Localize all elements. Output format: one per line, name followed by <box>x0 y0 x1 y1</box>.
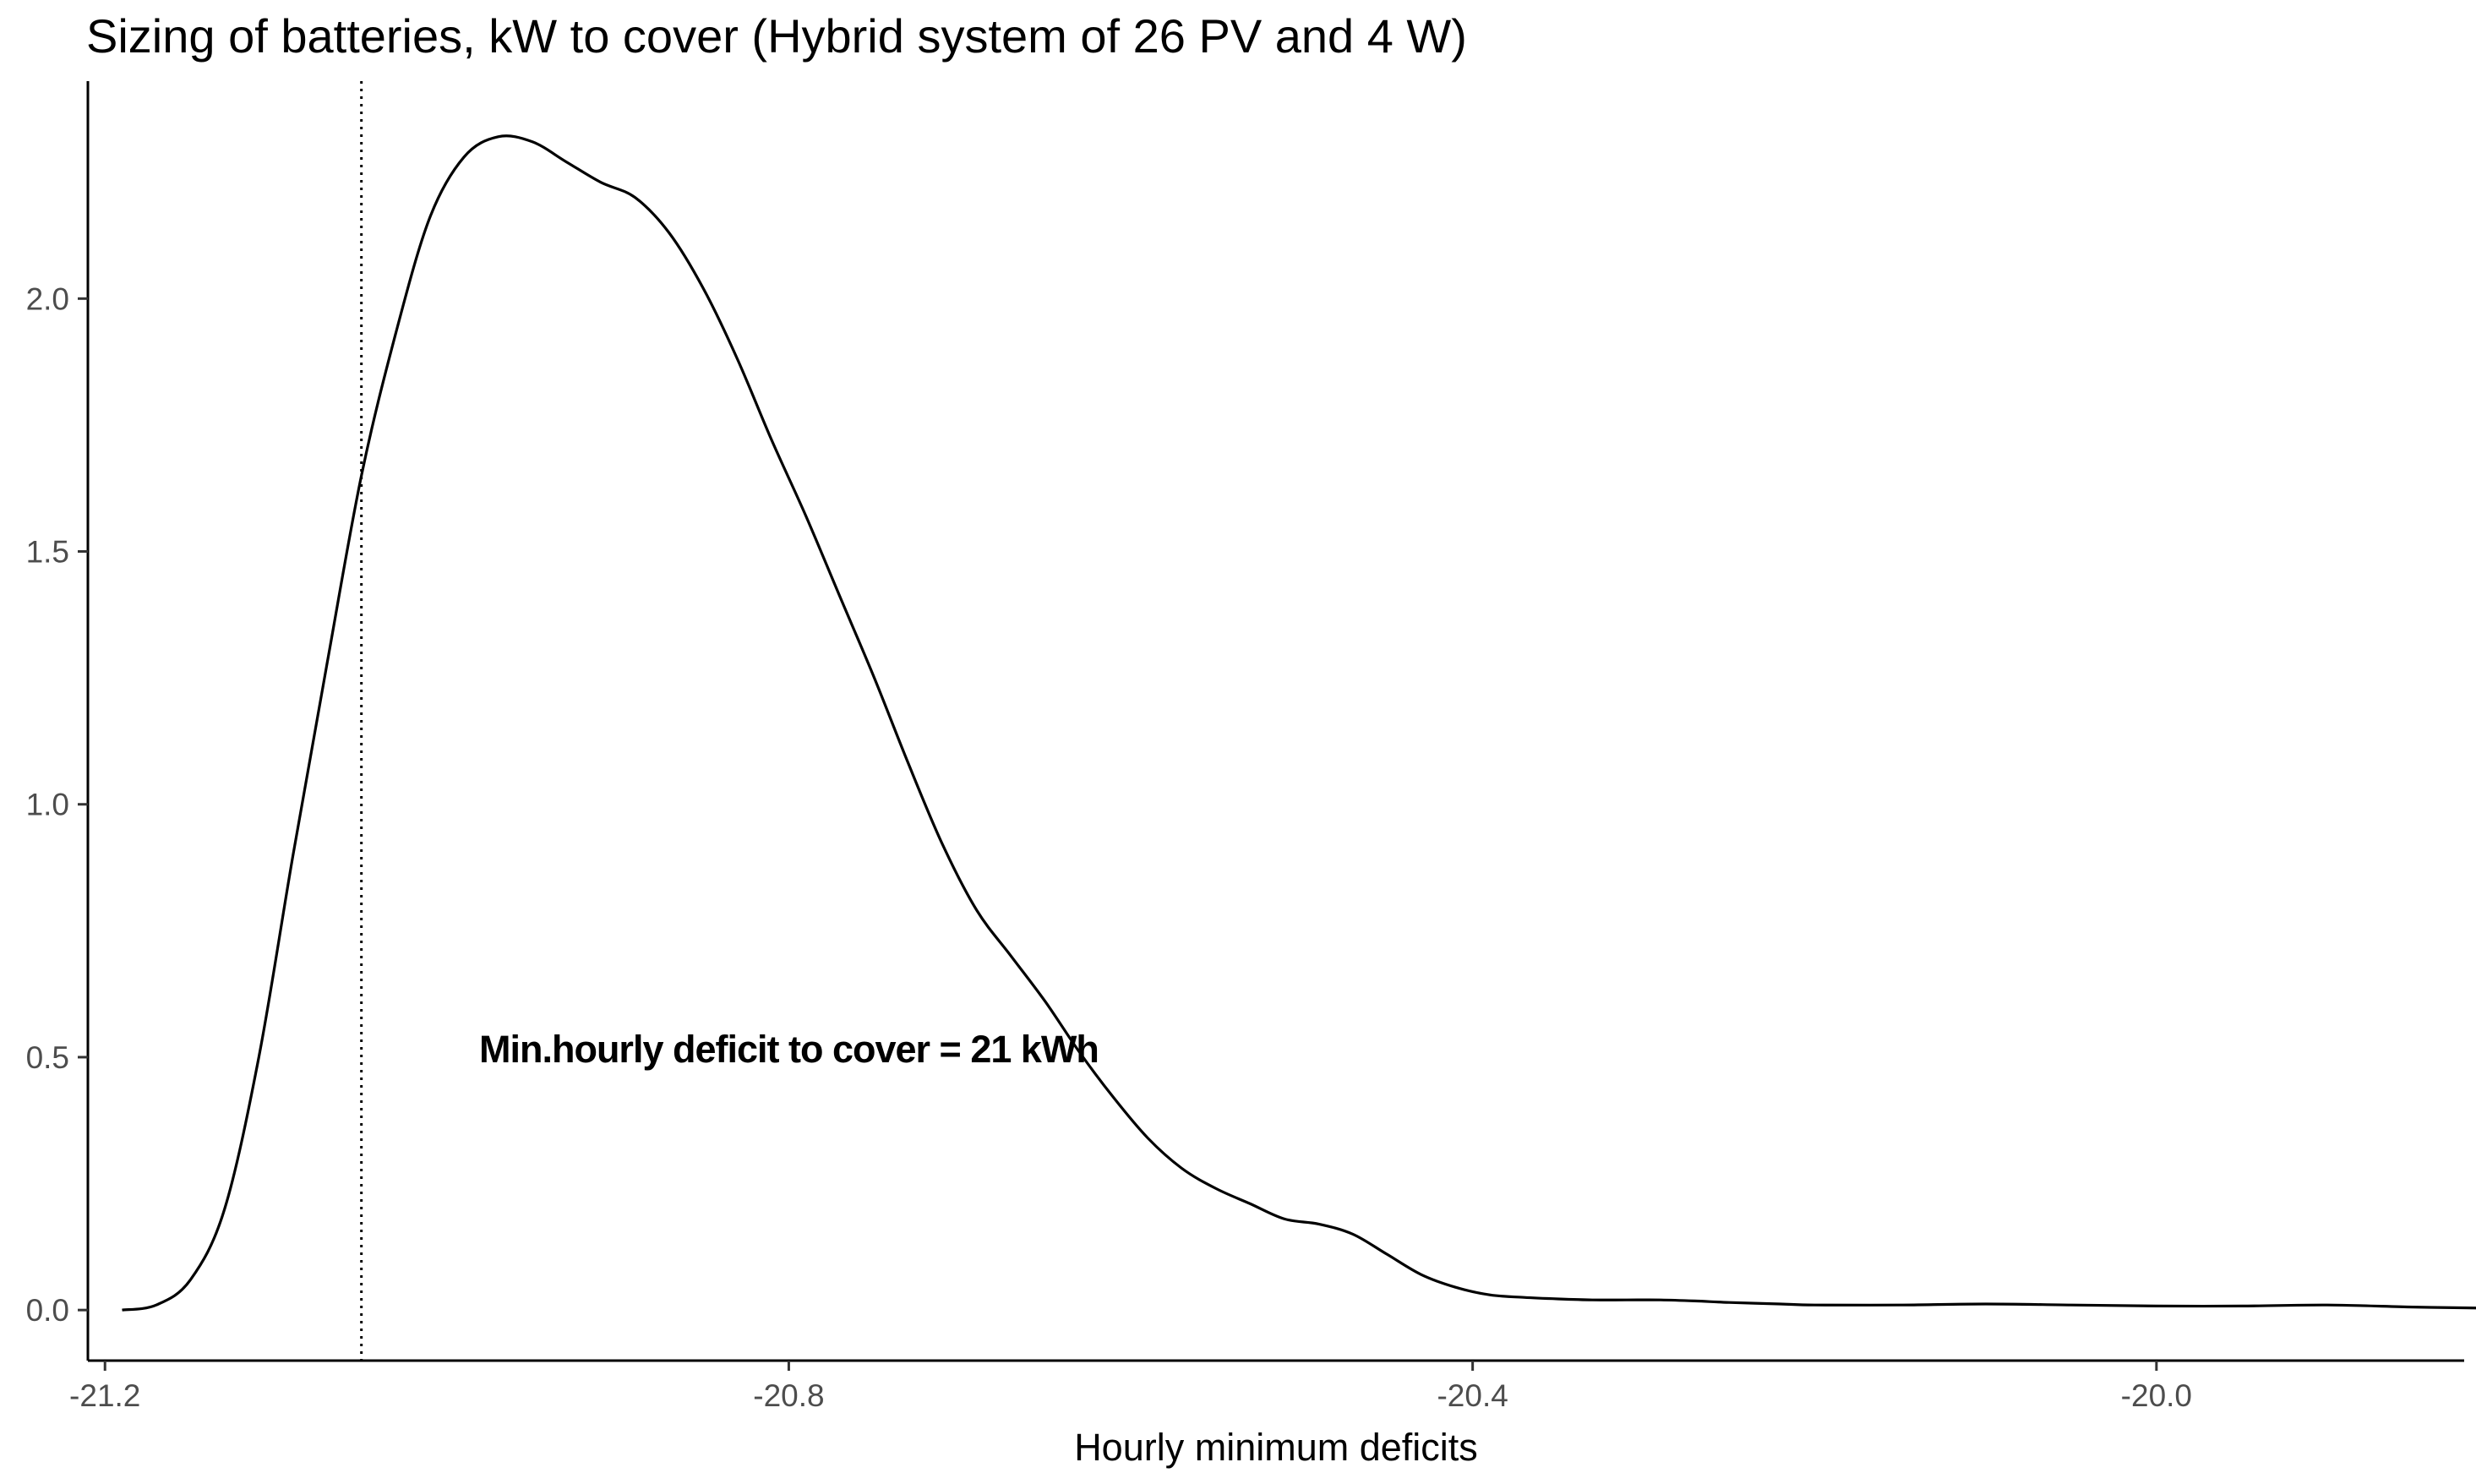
vline-annotation: Min.hourly deficit to cover = 21 kWh <box>479 1028 1099 1071</box>
y-tick-label: 0.0 <box>26 1293 69 1328</box>
x-tick-label: -20.8 <box>753 1378 824 1413</box>
x-tick-label: -20.4 <box>1437 1378 1508 1413</box>
x-tick-label: -21.2 <box>69 1378 140 1413</box>
plot-area <box>122 81 2476 1361</box>
x-tick-label: -20.0 <box>2121 1378 2192 1413</box>
y-axis-ticks: 0.0 0.5 1.0 1.5 2.0 <box>26 281 88 1328</box>
density-curve <box>122 134 2476 1312</box>
y-tick-label: 0.5 <box>26 1040 69 1075</box>
y-tick-label: 2.0 <box>26 281 69 316</box>
y-tick-label: 1.5 <box>26 535 69 570</box>
x-axis-ticks: -21.2 -20.8 -20.4 -20.0 <box>69 1361 2192 1413</box>
x-axis-label: Hourly minimum deficits <box>1074 1426 1478 1469</box>
y-tick-label: 1.0 <box>26 788 69 822</box>
chart-title: Sizing of batteries, kW to cover (Hybrid… <box>86 9 1467 63</box>
